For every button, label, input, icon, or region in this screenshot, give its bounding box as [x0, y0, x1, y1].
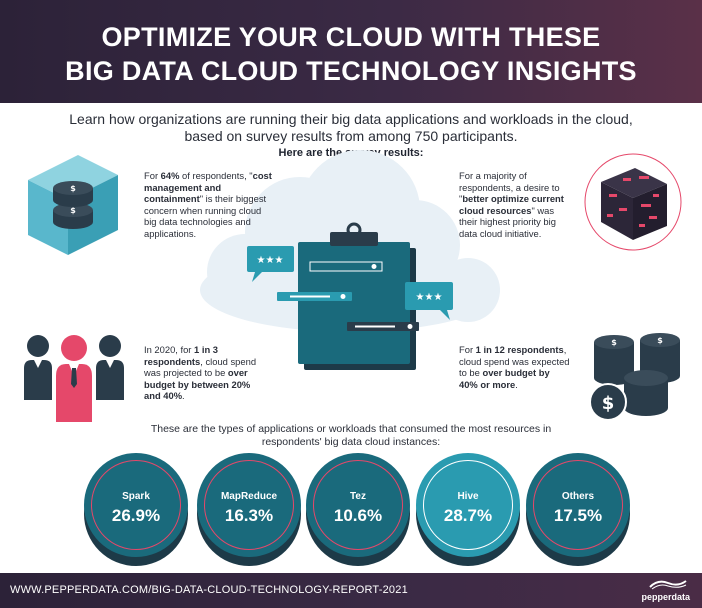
workload-types-intro: These are the types of applications or w…	[150, 423, 552, 448]
workload-label: Tez	[350, 491, 366, 502]
finding-1-in-3: In 2020, for 1 in 3 respondents, cloud s…	[144, 344, 257, 402]
finding-optimize-resources: For a majority of respondents, a desire …	[459, 170, 564, 239]
workload-value: 28.7%	[443, 506, 493, 525]
workload-spark: Spark 26.9%	[84, 453, 188, 557]
workload-label: Spark	[122, 491, 150, 502]
page-title-line1: OPTIMIZE YOUR CLOUD WITH THESE	[101, 22, 601, 52]
workload-value: 26.9%	[111, 506, 161, 525]
svg-text:★★★: ★★★	[416, 292, 443, 303]
finding-1-in-12: For 1 in 12 respondents, cloud spend was…	[459, 344, 570, 390]
dollar-icon: $	[602, 393, 615, 414]
page-title-line2: BIG DATA CLOUD TECHNOLOGY INSIGHTS	[65, 56, 637, 86]
pepperdata-logo-icon	[649, 580, 687, 590]
svg-text:$: $	[611, 338, 617, 347]
workload-value: 17.5%	[553, 506, 603, 525]
workload-hive: Hive 28.7%	[416, 453, 520, 557]
workload-tez: Tez 10.6%	[306, 453, 410, 557]
svg-text:$: $	[70, 206, 76, 215]
workload-label: MapReduce	[220, 491, 278, 502]
svg-text:$: $	[70, 184, 76, 193]
data-cube-icon	[584, 153, 682, 251]
footer-bar: WWW.PEPPERDATA.COM/BIG-DATA-CLOUD-TECHNO…	[0, 573, 702, 608]
workload-value: 16.3%	[224, 506, 274, 525]
people-icon	[24, 335, 124, 422]
header-banner: OPTIMIZE YOUR CLOUD WITH THESE BIG DATA …	[0, 0, 702, 103]
finding-cost-management: For 64% of respondents, "cost management…	[144, 170, 272, 239]
workload-value: 10.6%	[333, 506, 383, 525]
workload-mapreduce: MapReduce 16.3%	[197, 453, 301, 557]
brand-logo-text: pepperdata	[641, 592, 690, 602]
workload-label: Others	[561, 491, 595, 502]
svg-text:★★★: ★★★	[257, 255, 284, 266]
workload-others: Others 17.5%	[526, 453, 630, 557]
svg-text:$: $	[657, 336, 663, 345]
report-url-link[interactable]: WWW.PEPPERDATA.COM/BIG-DATA-CLOUD-TECHNO…	[10, 584, 408, 596]
coin-stacks-icon: $ $ $	[589, 333, 680, 421]
intro-text: Learn how organizations are running thei…	[69, 111, 633, 144]
coin-stack-in-cube-icon: $ $	[28, 155, 118, 255]
workload-label: Hive	[457, 491, 479, 502]
